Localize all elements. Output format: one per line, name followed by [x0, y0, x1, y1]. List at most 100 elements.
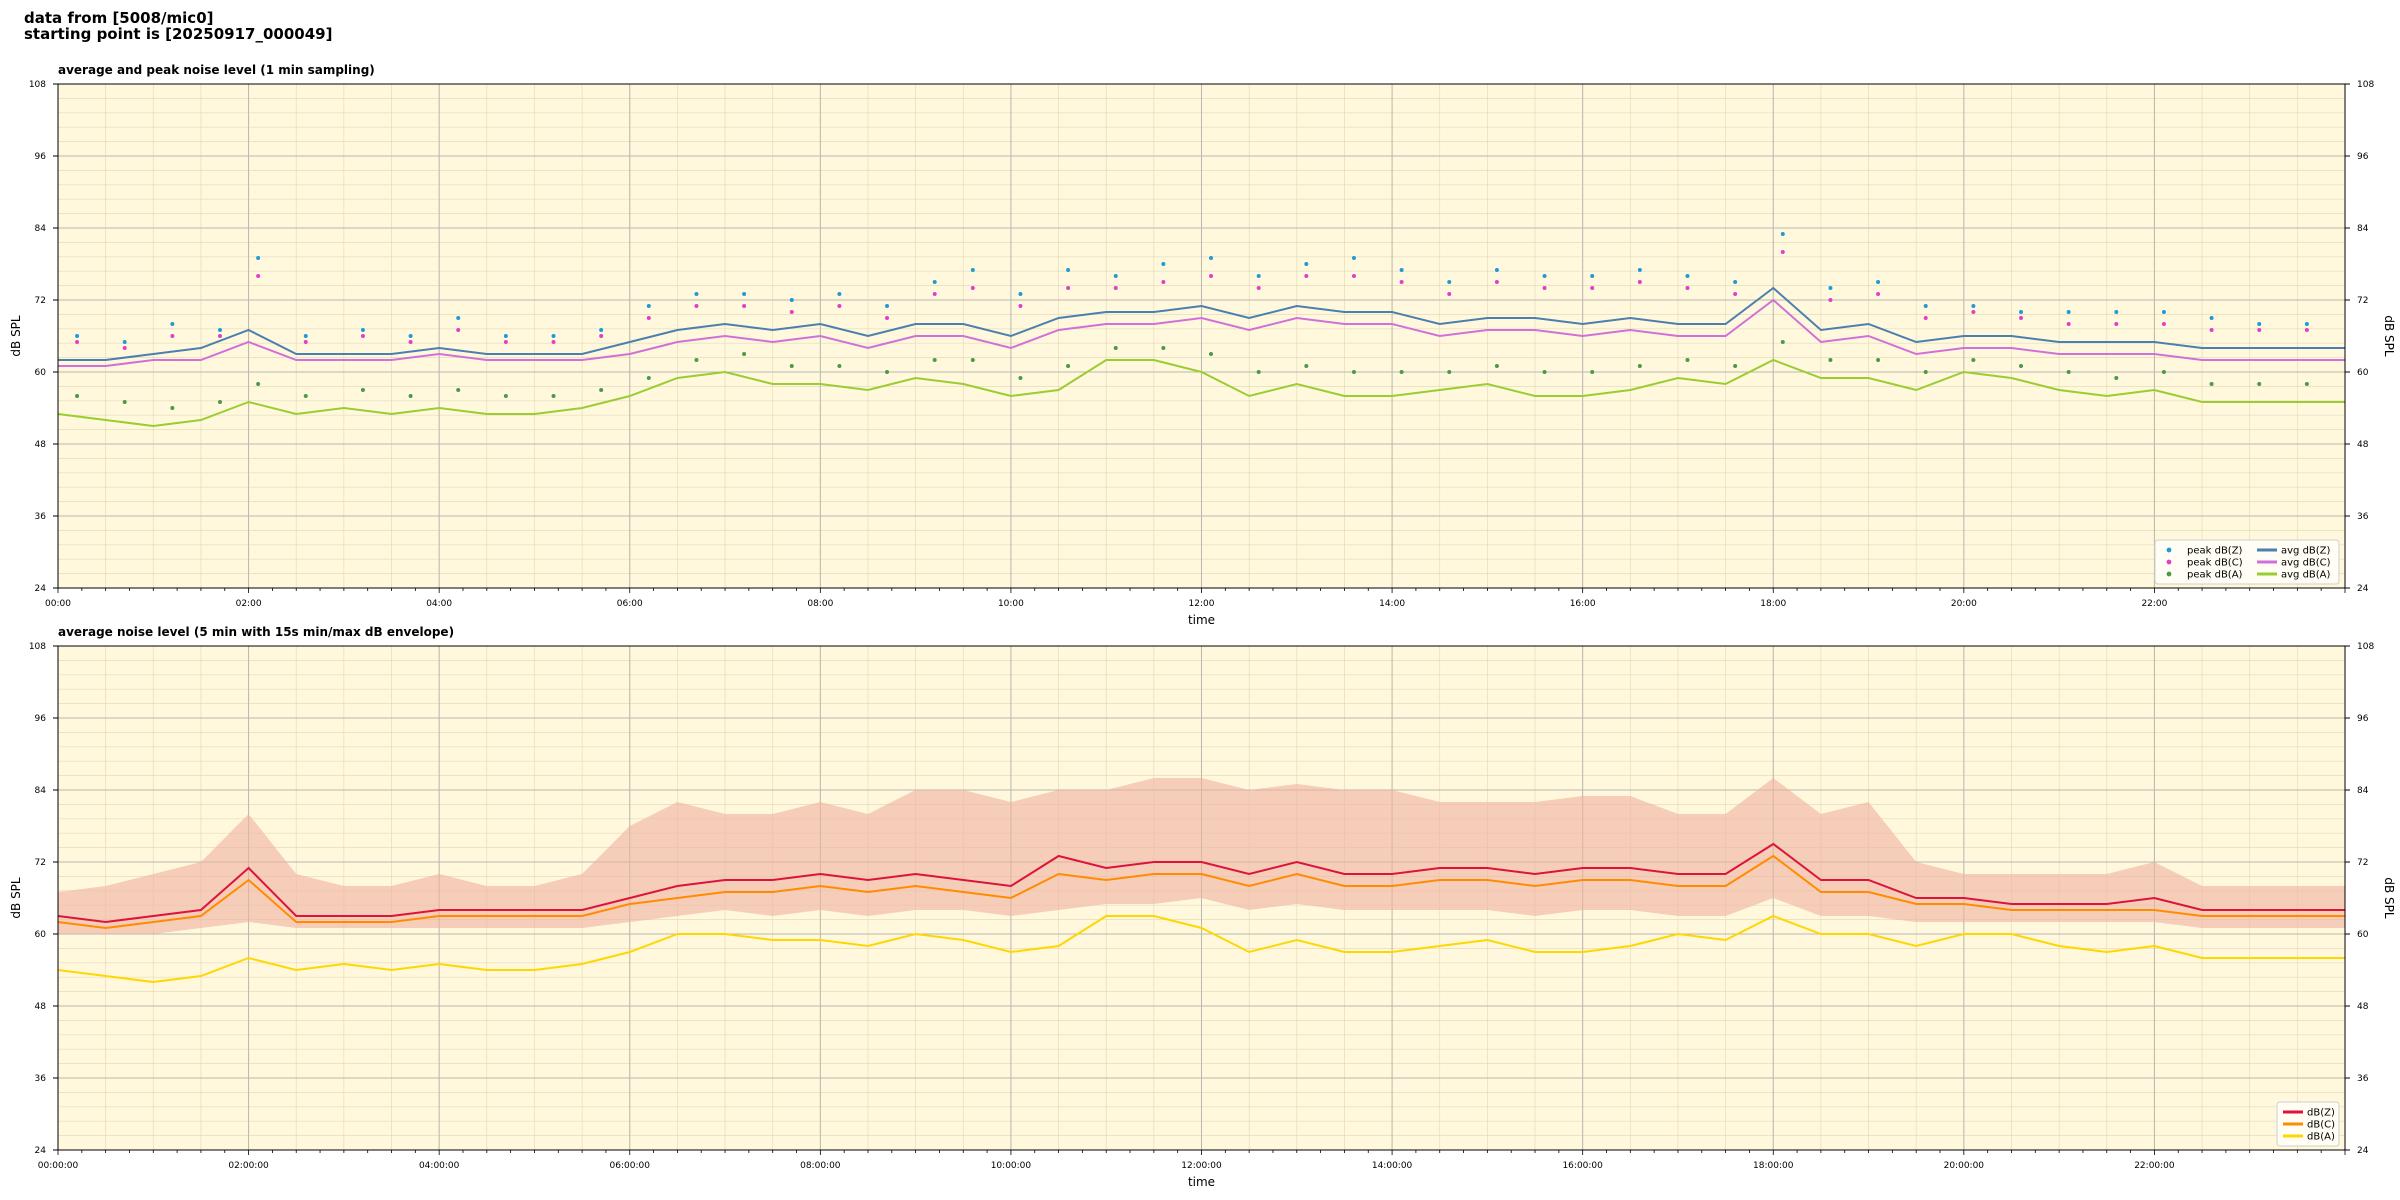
peak-a-point [1542, 370, 1547, 374]
peak-c-point [303, 340, 308, 344]
peak-a-point [599, 388, 604, 392]
x-tick-label: 06:00:00 [610, 1161, 651, 1171]
peak-z-point [1399, 268, 1404, 272]
y-tick-label-left: 60 [35, 368, 47, 378]
y-tick-label-right: 84 [2357, 786, 2369, 796]
y-tick-label-right: 36 [2357, 1074, 2369, 1084]
peak-a-point [1733, 364, 1738, 368]
peak-c-point [694, 304, 699, 308]
peak-c-point [1637, 280, 1642, 284]
peak-c-point [1542, 286, 1547, 290]
chart-title: average and peak noise level (1 min samp… [58, 63, 375, 77]
peak-a-point [1351, 370, 1356, 374]
y-tick-label-left: 24 [35, 584, 47, 594]
peak-a-point [1447, 370, 1452, 374]
peak-c-point [456, 328, 461, 332]
peak-z-point [1018, 292, 1023, 296]
peak-c-point [408, 340, 413, 344]
legend-dot [2166, 571, 2172, 577]
x-tick-label: 04:00:00 [419, 1161, 460, 1171]
x-tick-label: 18:00:00 [1753, 1161, 1794, 1171]
legend: dB(Z)dB(C)dB(A) [2276, 1101, 2340, 1147]
x-axis-label: time [1188, 1175, 1215, 1189]
peak-a-point [170, 406, 175, 410]
y-tick-label-right: 24 [2357, 1146, 2369, 1156]
peak-a-point [360, 388, 365, 392]
peak-c-point [1066, 286, 1071, 290]
peak-c-point [1447, 292, 1452, 296]
legend-label: dB(Z) [2307, 1108, 2335, 1119]
peak-z-point [1590, 274, 1595, 278]
peak-z-point [170, 322, 175, 326]
peak-z-point [970, 268, 975, 272]
legend-label: avg dB(Z) [2281, 546, 2331, 557]
x-tick-label: 12:00 [1189, 599, 1215, 609]
y-tick-label-left: 108 [29, 80, 46, 90]
peak-c-point [1923, 316, 1928, 320]
peak-a-point [2209, 382, 2214, 386]
y-tick-label-left: 96 [35, 714, 47, 724]
peak-c-point [970, 286, 975, 290]
x-tick-label: 22:00:00 [2134, 1161, 2175, 1171]
peak-z-point [885, 304, 890, 308]
x-tick-label: 20:00:00 [1944, 1161, 1985, 1171]
legend-box [2154, 539, 2340, 585]
peak-a-point [2066, 370, 2071, 374]
peak-c-point [646, 316, 651, 320]
peak-c-point [1494, 280, 1499, 284]
peak-z-point [75, 334, 80, 338]
peak-z-point [1209, 256, 1214, 260]
peak-c-point [1685, 286, 1690, 290]
peak-z-point [646, 304, 651, 308]
peak-z-point [789, 298, 794, 302]
series-line-avg-db-z- [58, 286, 2345, 361]
peak-a-point [1590, 370, 1595, 374]
peak-z-point [742, 292, 747, 296]
peak-c-point [2019, 316, 2024, 320]
x-tick-label: 08:00:00 [800, 1161, 841, 1171]
y-tick-label-left: 36 [35, 512, 47, 522]
x-tick-label: 10:00:00 [991, 1161, 1032, 1171]
peak-z-point [122, 340, 127, 344]
minmax-envelope [58, 778, 2345, 934]
y-tick-label-right: 96 [2357, 714, 2369, 724]
peak-a-point [646, 376, 651, 380]
peak-c-point [1780, 250, 1785, 254]
peak-a-point [551, 394, 556, 398]
peak-z-point [456, 316, 461, 320]
peak-c-point [1733, 292, 1738, 296]
legend-label: peak dB(A) [2187, 570, 2243, 581]
peak-a-point [122, 400, 127, 404]
peak-a-point [742, 352, 747, 356]
peak-c-point [1256, 286, 1261, 290]
peak-a-point [1113, 346, 1118, 350]
y-tick-label-right: 108 [2357, 642, 2374, 652]
peak-c-point [1399, 280, 1404, 284]
y-tick-label-right: 60 [2357, 368, 2369, 378]
x-tick-label: 16:00:00 [1562, 1161, 1603, 1171]
peak-z-point [217, 328, 222, 332]
peak-z-point [1542, 274, 1547, 278]
peak-a-point [1685, 358, 1690, 362]
peak-c-point [742, 304, 747, 308]
peak-c-point [2161, 322, 2166, 326]
legend-label: peak dB(C) [2187, 558, 2243, 569]
y-tick-label-left: 84 [35, 786, 47, 796]
peak-a-point [217, 400, 222, 404]
peak-a-point [1304, 364, 1309, 368]
peak-z-point [2209, 316, 2214, 320]
page-header: data from [5008/mic0] starting point is … [24, 10, 332, 42]
peak-c-point [2209, 328, 2214, 332]
y-tick-label-right: 36 [2357, 512, 2369, 522]
x-tick-label: 08:00 [807, 599, 833, 609]
y-tick-label-right: 72 [2357, 858, 2368, 868]
peak-z-point [360, 328, 365, 332]
peak-c-point [1018, 304, 1023, 308]
peak-a-point [1494, 364, 1499, 368]
peak-z-point [599, 328, 604, 332]
peak-z-point [2304, 322, 2309, 326]
peak-a-point [456, 388, 461, 392]
y-tick-label-left: 48 [35, 1002, 47, 1012]
y-axis-label-right: dB SPL [2382, 315, 2396, 357]
y-axis-label-right: dB SPL [2382, 877, 2396, 919]
